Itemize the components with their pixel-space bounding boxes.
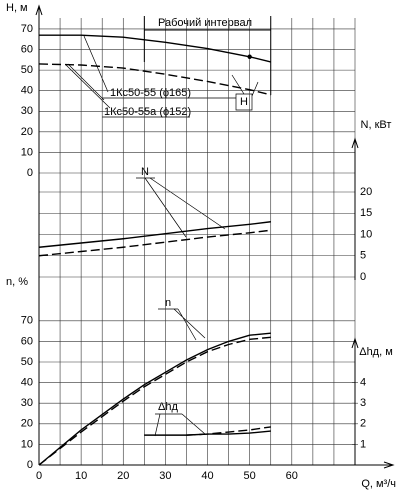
y2-tick-label: 3 — [360, 397, 366, 409]
y-axis-label: n, % — [6, 276, 28, 288]
y-axis-label: H, м — [6, 2, 28, 14]
y2-axis — [351, 337, 359, 465]
series-line — [38, 336, 271, 466]
series-label: 1Кс50-55а (ϕ152) — [104, 106, 191, 118]
y-axis-right — [351, 137, 359, 280]
y-tick-label: 5 — [360, 250, 366, 262]
y-tick-label: 20 — [360, 186, 372, 198]
y-tick-label: 70 — [21, 23, 33, 35]
y-tick-label: 0 — [27, 459, 33, 471]
x-tick-label: 10 — [75, 470, 87, 482]
curve-label: H — [240, 96, 248, 108]
y2-axis-label: Δhд, м — [359, 346, 393, 358]
y2-tick-label: 1 — [360, 438, 366, 450]
y-tick-label: 20 — [21, 126, 33, 138]
y-axis-label: N, кВт — [361, 119, 392, 131]
y2-tick-label: 2 — [360, 418, 366, 430]
series-line — [39, 34, 271, 63]
y-tick-label: 50 — [21, 64, 33, 76]
y-tick-label: 0 — [360, 271, 366, 283]
y-tick-label: 30 — [21, 105, 33, 117]
y-tick-label: 50 — [21, 356, 33, 368]
series-line — [38, 332, 271, 466]
y2-tick-label: 4 — [360, 377, 366, 389]
x-tick-label: 60 — [286, 470, 298, 482]
marker — [247, 54, 252, 59]
y-tick-label: 10 — [21, 146, 33, 158]
series-line — [38, 229, 271, 257]
curve-label: Δhд — [158, 401, 178, 413]
curve-label: N — [141, 166, 149, 178]
x-axis — [39, 461, 395, 469]
y-axis — [35, 4, 43, 465]
y-tick-label: 60 — [21, 335, 33, 347]
curve-label: n — [165, 297, 171, 309]
x-tick-label: 40 — [201, 470, 213, 482]
y-tick-label: 15 — [360, 207, 372, 219]
y-tick-label: 40 — [21, 377, 33, 389]
x-tick-label: 0 — [36, 470, 42, 482]
interval-label: Рабочий интервал — [158, 17, 252, 29]
y-tick-label: 70 — [21, 315, 33, 327]
y-tick-label: 10 — [21, 438, 33, 450]
y-tick-label: 30 — [21, 397, 33, 409]
x-axis-label: Q, м³/ч — [361, 478, 396, 490]
x-tick-label: 20 — [117, 470, 129, 482]
series-label: 1Кс50-55 (ϕ165) — [110, 87, 191, 99]
x-tick-label: 50 — [244, 470, 256, 482]
y-tick-label: 0 — [27, 167, 33, 179]
x-tick-label: 30 — [159, 470, 171, 482]
series-line — [38, 221, 271, 248]
y-tick-label: 40 — [21, 85, 33, 97]
y-tick-label: 60 — [21, 43, 33, 55]
y-tick-label: 10 — [360, 228, 372, 240]
series-line — [186, 426, 271, 436]
series-line — [38, 63, 271, 96]
y-tick-label: 20 — [21, 418, 33, 430]
